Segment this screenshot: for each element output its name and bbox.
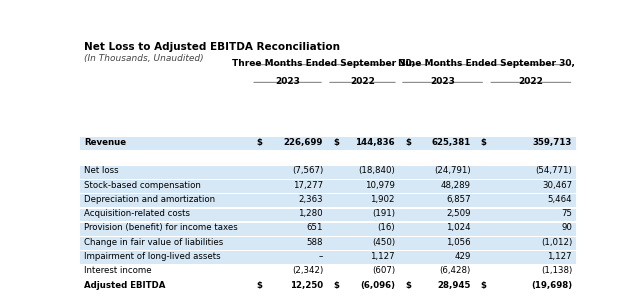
Text: Interest income: Interest income bbox=[84, 266, 152, 275]
Text: (6,428): (6,428) bbox=[440, 266, 471, 275]
Text: (191): (191) bbox=[372, 209, 395, 218]
Text: Change in fair value of liabilities: Change in fair value of liabilities bbox=[84, 238, 223, 247]
Text: $: $ bbox=[256, 138, 262, 147]
Text: (2,342): (2,342) bbox=[292, 266, 323, 275]
Text: 625,381: 625,381 bbox=[431, 138, 471, 147]
Text: 1,902: 1,902 bbox=[371, 195, 395, 204]
Text: (54,771): (54,771) bbox=[535, 166, 572, 176]
Text: (607): (607) bbox=[372, 266, 395, 275]
Text: 2022: 2022 bbox=[518, 77, 543, 86]
Text: (6,096): (6,096) bbox=[360, 280, 395, 289]
Text: 144,836: 144,836 bbox=[355, 138, 395, 147]
Text: $: $ bbox=[333, 138, 339, 147]
Text: 17,277: 17,277 bbox=[293, 181, 323, 190]
Text: 2,363: 2,363 bbox=[298, 195, 323, 204]
Text: 1,056: 1,056 bbox=[446, 238, 471, 247]
Text: (18,840): (18,840) bbox=[358, 166, 395, 176]
Text: 429: 429 bbox=[454, 252, 471, 261]
Text: (1,012): (1,012) bbox=[541, 238, 572, 247]
Text: (450): (450) bbox=[372, 238, 395, 247]
Text: $: $ bbox=[481, 280, 487, 289]
Text: 651: 651 bbox=[307, 223, 323, 233]
Text: 6,857: 6,857 bbox=[446, 195, 471, 204]
Text: –: – bbox=[319, 252, 323, 261]
Text: Net Loss to Adjusted EBITDA Reconciliation: Net Loss to Adjusted EBITDA Reconciliati… bbox=[84, 42, 340, 52]
Bar bbox=[80, 166, 576, 179]
Text: 1,280: 1,280 bbox=[298, 209, 323, 218]
Text: $: $ bbox=[333, 280, 339, 289]
Text: 1,024: 1,024 bbox=[446, 223, 471, 233]
Text: 2022: 2022 bbox=[350, 77, 375, 86]
Text: 1,127: 1,127 bbox=[371, 252, 395, 261]
Bar bbox=[80, 209, 576, 221]
Text: Stock-based compensation: Stock-based compensation bbox=[84, 181, 201, 190]
Text: Three Months Ended September 30,: Three Months Ended September 30, bbox=[232, 59, 415, 68]
Bar bbox=[80, 137, 576, 150]
Text: $: $ bbox=[405, 138, 411, 147]
Text: (1,138): (1,138) bbox=[541, 266, 572, 275]
Text: (24,791): (24,791) bbox=[434, 166, 471, 176]
Text: Nine Months Ended September 30,: Nine Months Ended September 30, bbox=[398, 59, 575, 68]
Text: Net loss: Net loss bbox=[84, 166, 118, 176]
Text: Adjusted EBITDA: Adjusted EBITDA bbox=[84, 280, 165, 289]
Text: 30,467: 30,467 bbox=[542, 181, 572, 190]
Bar bbox=[80, 266, 576, 278]
Bar bbox=[80, 194, 576, 207]
Text: Acquisition-related costs: Acquisition-related costs bbox=[84, 209, 190, 218]
Text: 48,289: 48,289 bbox=[441, 181, 471, 190]
Text: 12,250: 12,250 bbox=[290, 280, 323, 289]
Text: $: $ bbox=[405, 280, 411, 289]
Text: 10,979: 10,979 bbox=[365, 181, 395, 190]
Bar bbox=[80, 180, 576, 193]
Text: 28,945: 28,945 bbox=[438, 280, 471, 289]
Text: 588: 588 bbox=[307, 238, 323, 247]
Text: (19,698): (19,698) bbox=[531, 280, 572, 289]
Text: Provision (benefit) for income taxes: Provision (benefit) for income taxes bbox=[84, 223, 237, 233]
Text: $: $ bbox=[256, 280, 262, 289]
Text: 5,464: 5,464 bbox=[547, 195, 572, 204]
Text: (16): (16) bbox=[378, 223, 395, 233]
Text: 226,699: 226,699 bbox=[284, 138, 323, 147]
Text: 1,127: 1,127 bbox=[547, 252, 572, 261]
Text: $: $ bbox=[481, 138, 487, 147]
Text: Impairment of long-lived assets: Impairment of long-lived assets bbox=[84, 252, 221, 261]
Text: 359,713: 359,713 bbox=[532, 138, 572, 147]
Text: Depreciation and amortization: Depreciation and amortization bbox=[84, 195, 215, 204]
Bar bbox=[80, 251, 576, 264]
Bar bbox=[80, 280, 576, 293]
Text: (In Thousands, Unaudited): (In Thousands, Unaudited) bbox=[84, 54, 204, 63]
Text: 2023: 2023 bbox=[275, 77, 300, 86]
Text: 90: 90 bbox=[561, 223, 572, 233]
Text: (7,567): (7,567) bbox=[292, 166, 323, 176]
Text: 2,509: 2,509 bbox=[446, 209, 471, 218]
Bar bbox=[80, 237, 576, 250]
Bar bbox=[80, 223, 576, 236]
Text: 2023: 2023 bbox=[430, 77, 455, 86]
Text: 75: 75 bbox=[561, 209, 572, 218]
Text: Revenue: Revenue bbox=[84, 138, 126, 147]
